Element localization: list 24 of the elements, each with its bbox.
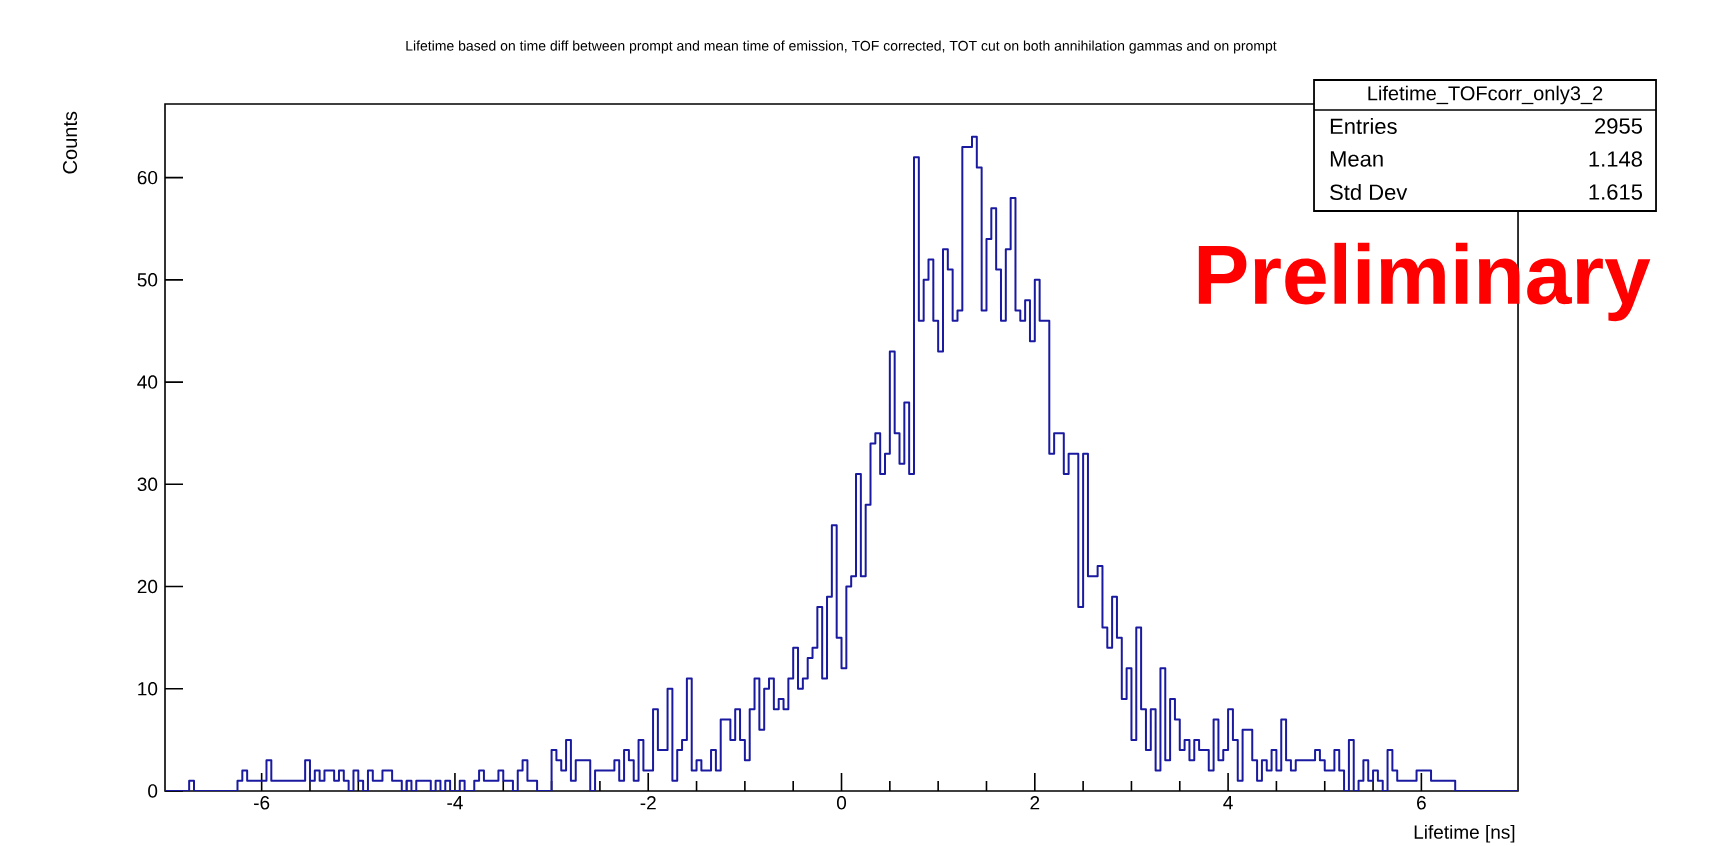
y-tick-label: 40 [137,375,158,389]
x-tick-label: -4 [447,796,463,810]
chart-title: Lifetime based on time diff between prompt and mean time of emission, TOF corrected, TOT cut on both annihilation gammas and on prompt [406,40,1277,54]
annotation: Entries [1330,117,1397,135]
y-tick-label: 50 [137,273,158,287]
y-axis-title: Counts [62,111,78,174]
y-tick-label: 30 [137,477,158,492]
text: 1.615 [1589,184,1643,200]
x-tick-label: 0 [836,796,847,810]
y-tick-label: 20 [137,579,158,594]
x-tick-label: -2 [640,796,656,810]
annotation: Mean [1330,151,1383,167]
annotation: Lifetime_TOFcorr_only3_2 [1368,85,1603,105]
text: 2955 [1595,118,1642,134]
y-tick-label: 60 [137,170,158,185]
x-tick-label: 6 [1417,796,1426,810]
x-tick-label: -6 [254,796,270,810]
text: 1.148 [1589,151,1642,167]
y-tick-label: 0 [148,784,158,798]
x-axis-title: Lifetime [ns] [1414,824,1515,843]
x-tick-label: 2 [1030,796,1040,810]
y-tick-label: 10 [138,682,158,696]
annotation: Std Dev [1330,183,1408,201]
x-tick-label: 4 [1223,796,1233,810]
